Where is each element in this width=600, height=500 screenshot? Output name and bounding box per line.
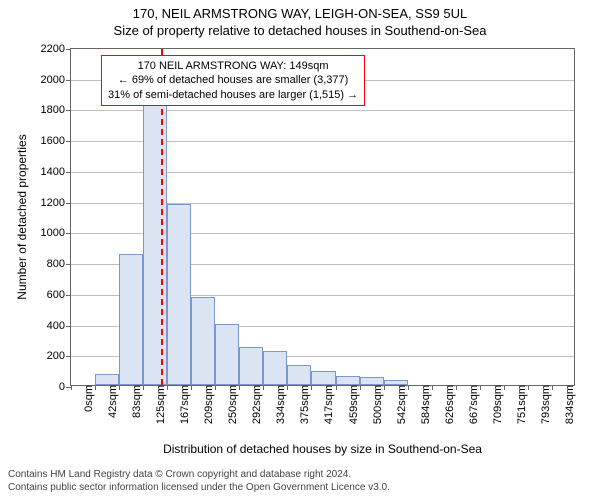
histogram-bar <box>143 101 167 385</box>
xtick-mark <box>552 385 553 390</box>
histogram-bar <box>239 347 263 385</box>
histogram-bar <box>95 374 119 385</box>
histogram-bar <box>119 254 143 385</box>
footer-attribution: Contains HM Land Registry data © Crown c… <box>8 468 390 494</box>
histogram-bar <box>215 324 239 385</box>
xtick-label: 417sqm <box>317 385 335 424</box>
xtick-mark <box>95 385 96 390</box>
xtick-label: 834sqm <box>558 385 576 424</box>
xtick-mark <box>71 385 72 390</box>
histogram-bar <box>360 377 384 385</box>
ytick-label: 2200 <box>41 43 71 55</box>
xtick-mark <box>191 385 192 390</box>
xtick-mark <box>167 385 168 390</box>
ytick-label: 800 <box>47 258 71 270</box>
xtick-mark <box>143 385 144 390</box>
annotation-line: ← 69% of detached houses are smaller (3,… <box>108 73 358 87</box>
histogram-bar <box>336 376 360 385</box>
xtick-mark <box>456 385 457 390</box>
xtick-label: 751sqm <box>510 385 528 424</box>
xtick-label: 250sqm <box>221 385 239 424</box>
xtick-mark <box>528 385 529 390</box>
xtick-mark <box>384 385 385 390</box>
xtick-label: 0sqm <box>77 385 95 412</box>
xtick-mark <box>432 385 433 390</box>
histogram-bar <box>311 371 335 385</box>
ytick-label: 1600 <box>41 135 71 147</box>
ytick-label: 1200 <box>41 197 71 209</box>
plot-area: 0200400600800100012001400160018002000220… <box>70 48 575 386</box>
footer-line2: Contains public sector information licen… <box>8 481 390 494</box>
xtick-mark <box>336 385 337 390</box>
histogram-bar <box>263 351 287 385</box>
title-main: 170, NEIL ARMSTRONG WAY, LEIGH-ON-SEA, S… <box>0 0 600 21</box>
ytick-label: 600 <box>47 289 71 301</box>
xtick-mark <box>504 385 505 390</box>
ytick-label: 400 <box>47 320 71 332</box>
y-axis-label: Number of detached properties <box>15 134 29 299</box>
xtick-label: 167sqm <box>173 385 191 424</box>
annotation-line: 31% of semi-detached houses are larger (… <box>108 88 358 102</box>
xtick-label: 709sqm <box>486 385 504 424</box>
xtick-label: 125sqm <box>149 385 167 424</box>
xtick-label: 793sqm <box>534 385 552 424</box>
annotation-box: 170 NEIL ARMSTRONG WAY: 149sqm← 69% of d… <box>101 55 365 106</box>
xtick-mark <box>287 385 288 390</box>
xtick-label: 292sqm <box>245 385 263 424</box>
annotation-line: 170 NEIL ARMSTRONG WAY: 149sqm <box>108 59 358 73</box>
x-axis-label: Distribution of detached houses by size … <box>163 442 482 456</box>
xtick-label: 584sqm <box>414 385 432 424</box>
xtick-label: 209sqm <box>197 385 215 424</box>
histogram-bar <box>191 297 215 385</box>
xtick-label: 459sqm <box>342 385 360 424</box>
xtick-mark <box>239 385 240 390</box>
ytick-label: 1400 <box>41 166 71 178</box>
xtick-label: 626sqm <box>438 385 456 424</box>
footer-line1: Contains HM Land Registry data © Crown c… <box>8 468 390 481</box>
ytick-label: 1800 <box>41 104 71 116</box>
xtick-label: 542sqm <box>390 385 408 424</box>
xtick-label: 83sqm <box>125 385 143 418</box>
chart-container: 170, NEIL ARMSTRONG WAY, LEIGH-ON-SEA, S… <box>0 0 600 500</box>
title-sub: Size of property relative to detached ho… <box>0 21 600 38</box>
xtick-label: 500sqm <box>366 385 384 424</box>
histogram-bar <box>167 204 191 385</box>
xtick-label: 334sqm <box>269 385 287 424</box>
xtick-label: 375sqm <box>293 385 311 424</box>
ytick-label: 0 <box>59 381 71 393</box>
ytick-label: 1000 <box>41 227 71 239</box>
xtick-mark <box>215 385 216 390</box>
ytick-label: 200 <box>47 350 71 362</box>
xtick-mark <box>480 385 481 390</box>
xtick-label: 42sqm <box>101 385 119 418</box>
ytick-label: 2000 <box>41 74 71 86</box>
xtick-mark <box>263 385 264 390</box>
histogram-bar <box>287 365 311 385</box>
xtick-mark <box>360 385 361 390</box>
xtick-mark <box>119 385 120 390</box>
xtick-mark <box>408 385 409 390</box>
xtick-label: 667sqm <box>462 385 480 424</box>
xtick-mark <box>311 385 312 390</box>
